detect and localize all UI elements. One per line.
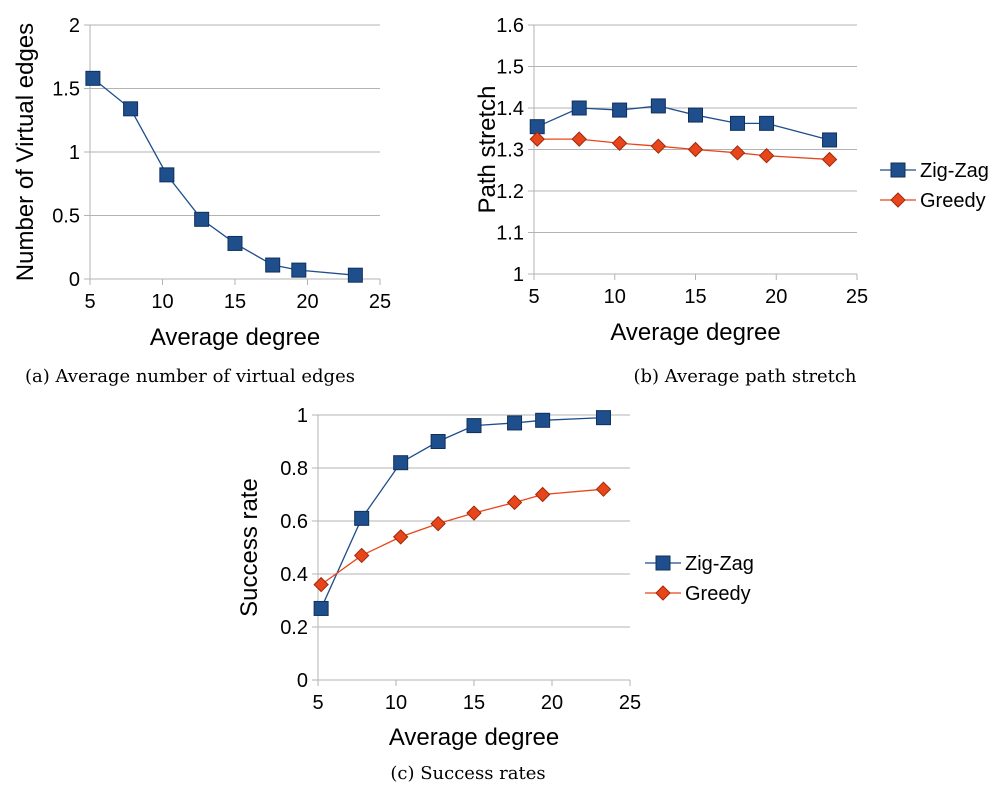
x-axis-title: Average degree (610, 319, 780, 346)
y-tick-label: 0.6 (280, 511, 308, 533)
data-point-square (291, 262, 307, 278)
figure-caption: (c) Success rates (390, 763, 545, 784)
data-point-square (313, 600, 329, 616)
data-point-diamond (506, 494, 523, 511)
legend-marker-square (655, 555, 671, 571)
y-axis-title: Success rate (236, 478, 263, 617)
legend-marker-square (890, 162, 906, 178)
x-tick-label: 15 (463, 692, 485, 714)
data-point-square (123, 101, 139, 117)
x-tick-label: 5 (528, 286, 539, 308)
data-point-square (507, 415, 523, 431)
legend-label: Zig-Zag (920, 160, 989, 182)
legend-marker-diamond (890, 192, 906, 208)
y-tick-label: 0 (297, 670, 308, 692)
data-point-square (759, 115, 775, 131)
data-point-square (688, 107, 703, 123)
figure-caption: (a) Average number of virtual edges (25, 366, 355, 387)
data-point-diamond (571, 131, 587, 147)
data-point-diamond (529, 131, 545, 147)
x-tick-label: 25 (619, 692, 641, 714)
y-tick-label: 1.2 (496, 181, 524, 203)
data-point-square (393, 455, 409, 471)
data-point-diamond (466, 505, 482, 521)
y-tick-label: 0.8 (280, 458, 308, 480)
data-point-diamond (430, 515, 446, 532)
x-tick-label: 25 (369, 291, 391, 313)
data-point-diamond (821, 151, 838, 168)
data-point-square (194, 211, 210, 227)
data-point-square (347, 267, 363, 283)
data-point-diamond (353, 547, 370, 564)
data-point-square (354, 510, 370, 526)
data-point-square (612, 102, 628, 118)
data-point-diamond (534, 486, 551, 503)
legend-label: Zig-Zag (685, 553, 754, 575)
y-axis-title: Path stretch (474, 85, 501, 213)
y-tick-label: 1 (513, 264, 524, 286)
x-tick-label: 10 (604, 286, 626, 308)
y-tick-label: 1 (69, 142, 80, 164)
y-tick-label: 1.1 (496, 223, 524, 245)
figure-caption: (b) Average path stretch (633, 366, 856, 387)
x-tick-label: 15 (684, 286, 706, 308)
series-line (320, 488, 604, 586)
data-point-square (227, 235, 243, 251)
legend-label: Greedy (920, 190, 986, 212)
x-tick-label: 5 (312, 692, 323, 714)
y-tick-label: 1.4 (496, 98, 524, 120)
legend-marker-diamond (655, 585, 671, 601)
data-point-square (650, 98, 666, 114)
x-tick-label: 15 (224, 291, 246, 313)
data-point-square (822, 132, 838, 148)
data-point-diamond (392, 529, 409, 545)
x-axis-title: Average degree (389, 724, 559, 751)
x-axis-title: Average degree (150, 324, 320, 351)
data-point-square (729, 115, 745, 131)
y-tick-label: 1.5 (496, 57, 524, 79)
y-tick-label: 0.4 (280, 564, 308, 586)
x-tick-label: 10 (385, 692, 407, 714)
data-point-diamond (611, 135, 628, 151)
data-point-square (265, 257, 281, 273)
data-point-diamond (687, 141, 704, 158)
data-point-diamond (313, 576, 329, 593)
data-point-square (430, 434, 446, 449)
x-tick-label: 20 (765, 286, 787, 308)
x-tick-label: 20 (296, 291, 318, 313)
data-point-square (571, 100, 587, 116)
x-tick-label: 20 (541, 692, 563, 714)
y-tick-label: 0.5 (52, 206, 80, 228)
data-point-square (159, 167, 175, 183)
x-tick-label: 25 (846, 286, 868, 308)
chart-path-stretch: 1 1.1 1.2 1.3 1.4 1.5 1.6 5 10 15 20 25 Average degr… (474, 15, 989, 387)
y-tick-label: 1.3 (496, 140, 524, 162)
y-tick-label: 1 (297, 405, 308, 427)
data-point-square (85, 70, 101, 86)
data-point-diamond (758, 148, 775, 164)
x-tick-label: 5 (84, 291, 95, 313)
y-tick-label: 0.2 (280, 617, 308, 639)
legend-label: Greedy (685, 583, 751, 605)
data-point-diamond (595, 481, 612, 497)
y-tick-label: 1.6 (496, 15, 524, 37)
data-point-diamond (650, 138, 667, 154)
y-tick-label: 0 (69, 269, 80, 291)
data-point-diamond (729, 145, 746, 161)
data-point-square (595, 410, 611, 426)
x-tick-label: 10 (151, 291, 173, 313)
data-point-square (535, 412, 551, 428)
y-tick-label: 2 (69, 15, 80, 37)
data-point-square (466, 418, 482, 434)
y-axis-title: Number of Virtual edges (12, 23, 39, 281)
y-tick-label: 1.5 (52, 79, 80, 101)
